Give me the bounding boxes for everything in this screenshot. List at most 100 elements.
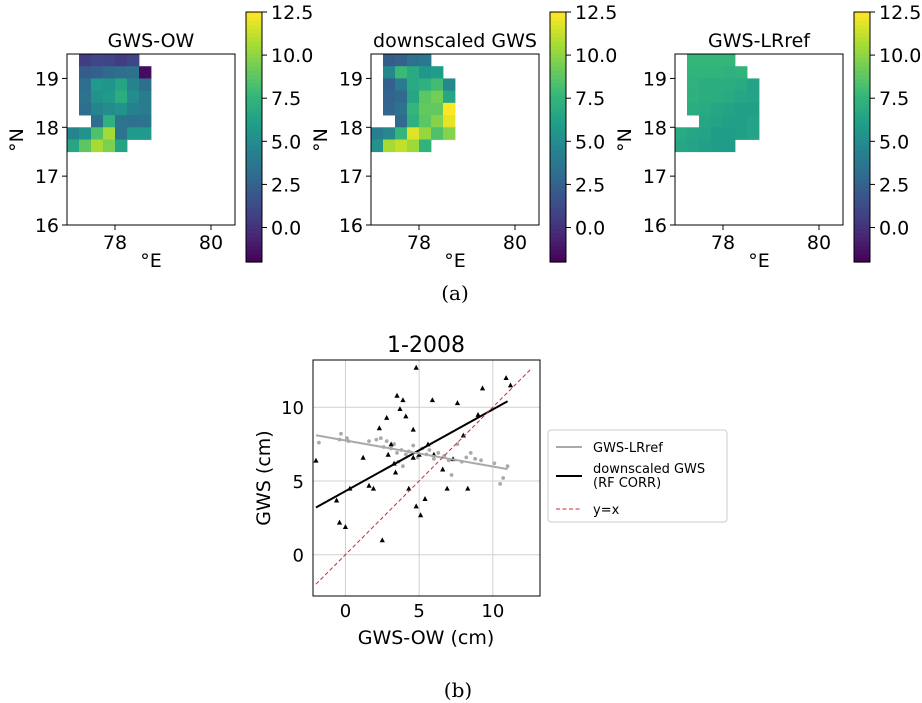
y-tick-label: 5 [293,472,304,493]
colorbar-segment [246,62,262,67]
y-ticks: 16 17 18 19 [643,68,675,237]
caption-b: (b) [444,678,472,702]
heatmap-cell [115,115,128,128]
colorbar-segment [246,157,262,163]
heatmap-cell [747,115,760,128]
heatmap-cell [91,139,104,153]
colorbar-segment [854,178,870,184]
colorbar-segment [246,32,262,38]
colorbar-segment [550,237,566,242]
heatmap-cell [735,90,748,104]
colorbar-segment [246,232,262,238]
y-axis-label: °N [6,128,28,152]
gws-lrref-point [501,476,506,480]
heatmap-cell [723,139,736,153]
heatmap-cell [79,90,92,104]
gws-lrref-point [436,451,441,455]
colorbar-segment [854,216,870,221]
heatmap-cell [127,66,140,79]
heatmap-cell [687,102,700,116]
colorbar-segment [550,99,566,105]
x-axis-label: °E [444,250,466,272]
heatmap-cell [395,139,408,153]
colorbar-segment [246,257,262,263]
heatmap-cell [139,78,152,92]
colorbar-tick-label: 12.5 [575,2,617,24]
colorbar-segment [246,70,262,76]
colorbar-segment [550,241,566,246]
colorbar-segment [246,53,262,59]
colorbar-tick-label: 5.0 [575,131,605,153]
downscaled-gws-point [454,400,461,406]
colorbar-segment [550,128,566,134]
colorbar-segment [854,199,870,205]
downscaled-gws-point [460,432,466,438]
downscaled-gws-point [465,485,471,491]
heatmap-cell [723,127,736,140]
heatmap-cell [699,115,712,128]
heatmap-cell [687,127,700,140]
heatmap-cell [407,54,420,67]
heatmap-cell [383,139,396,153]
scatter-y-label: GWS (cm) [253,430,275,525]
colorbar-segment [550,170,566,176]
heatmap-cell [443,78,456,92]
colorbar-segment [550,187,566,192]
colorbar-tick-label: 2.5 [575,174,605,196]
gws-lrref-point [498,482,503,486]
colorbar-segment [854,49,870,55]
heatmap-cell [103,102,116,116]
heatmap-cell [383,127,396,140]
x-ticks: 78 80 [407,225,527,254]
colorbar-segment [854,116,870,121]
colorbar-segment [246,28,262,34]
heatmap-cell [723,90,736,104]
y-tick-label: 19 [35,68,59,90]
heatmap-cell [67,127,80,140]
scatter-frame [312,359,541,597]
colorbar-segment [550,16,566,21]
gws-lrref-point [464,455,469,460]
y-ticks: 16 17 18 19 [339,68,371,237]
heatmap-cell [687,139,700,153]
heatmap-cell [687,54,700,67]
downscaled-gws-point [440,466,446,472]
colorbar-segment [246,49,262,55]
colorbar-segment [854,28,870,34]
gws-lrref-point [401,464,405,469]
downscaled-gws-point [384,414,390,420]
colorbar-segment [246,153,262,159]
colorbar-segment [550,224,566,230]
x-tick-label: 80 [503,232,527,254]
heatmap-panel-downscaled-gws: downscaled GWS 78 80 16 17 18 19 °E °N 0.0 2.… [310,2,617,272]
colorbar-segment [550,207,566,213]
scatter-title: 1-2008 [387,333,465,358]
heatmap-cell [711,78,724,92]
colorbar-segment [854,162,870,167]
heatmap-cell [419,78,432,92]
heatmap-cell [371,139,384,153]
colorbar-segment [246,145,262,151]
heatmap-cell [127,54,140,67]
colorbar-segment [854,257,870,263]
heatmap-title: GWS-OW [108,30,195,52]
colorbar-segment [550,24,566,30]
downscaled-gws-point [360,454,366,460]
colorbar-segment [854,132,870,138]
x-axis-label: °E [140,250,162,272]
heatmap-cell [747,102,760,116]
colorbar-segment [854,12,870,17]
y-tick-label: 17 [643,166,667,188]
heatmap-cells [675,54,760,153]
colorbar-tick-label: 5.0 [271,131,301,153]
gws-lrref-point [473,456,478,461]
downscaled-gws-point [475,411,481,417]
colorbar-segment [246,149,262,155]
x-tick-label: 78 [103,232,127,254]
x-tick-label: 78 [407,232,431,254]
gws-lrref-point [317,440,321,445]
colorbar-segment [246,57,262,63]
colorbar-segment [854,41,870,46]
heatmap-cell [407,102,420,116]
colorbar-segment [550,232,566,238]
